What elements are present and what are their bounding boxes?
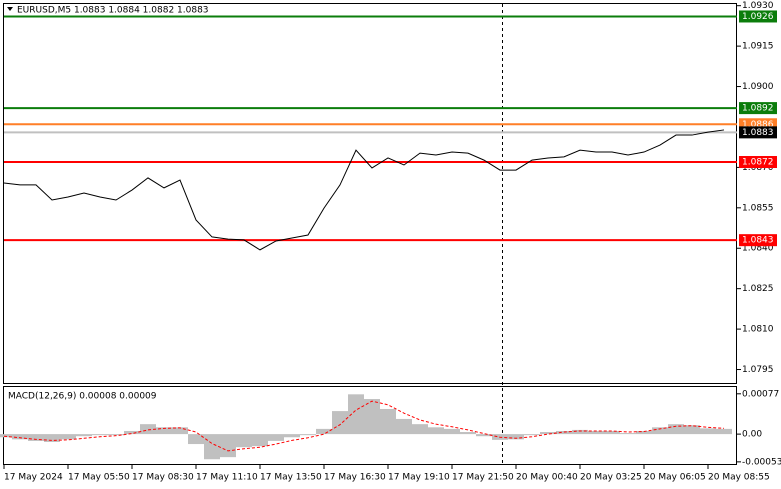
- signal-line: [3, 400, 725, 452]
- histogram-bar: [396, 418, 412, 435]
- y-tick-label: 1.0855: [742, 203, 774, 213]
- x-tick-label: 17 May 13:50: [260, 473, 322, 483]
- histogram-bar: [284, 434, 300, 438]
- y-tick-label: 1.0915: [742, 42, 774, 52]
- histogram-bar: [140, 424, 156, 435]
- histogram-bar: [76, 434, 92, 437]
- macd-frame: [3, 386, 737, 465]
- histogram-bar: [508, 434, 524, 440]
- x-tick-label: 20 May 08:55: [708, 473, 770, 483]
- y-tick-label: 0.00077: [742, 389, 779, 399]
- histogram-bar: [92, 434, 108, 436]
- price-frame: [3, 3, 737, 384]
- histogram-bar: [348, 394, 364, 435]
- x-tick-label: 20 May 06:05: [644, 473, 706, 483]
- histogram-bar: [524, 434, 540, 436]
- histogram-bar: [300, 434, 316, 436]
- level-label-box: [739, 126, 777, 139]
- level-label-box: [739, 10, 777, 23]
- histogram-bar: [460, 432, 476, 435]
- macd-title: MACD(12,26,9) 0.00008 0.00009: [8, 392, 157, 402]
- x-tick-label: 17 May 2024: [4, 473, 63, 483]
- histogram-bar: [0, 434, 12, 438]
- histogram-bar: [636, 430, 652, 435]
- histogram-bar: [236, 434, 252, 448]
- histogram-bar: [28, 434, 44, 441]
- histogram-bar: [156, 427, 172, 435]
- y-tick-label: 1.0795: [742, 365, 774, 375]
- histogram-bar: [700, 428, 716, 435]
- histogram-bar: [44, 434, 60, 442]
- price-title: EURUSD,M5 1.0883 1.0884 1.0882 1.0883: [17, 6, 209, 16]
- histogram-bar: [652, 427, 668, 435]
- level-label: 1.0892: [742, 104, 774, 114]
- x-tick-label: 20 May 03:25: [580, 473, 642, 483]
- histogram-bar: [12, 434, 28, 440]
- histogram-bar: [204, 434, 220, 460]
- x-tick-label: 17 May 08:30: [132, 473, 194, 483]
- histogram-bar: [252, 434, 268, 447]
- level-label: 1.0926: [742, 12, 774, 22]
- histogram-bar: [716, 428, 732, 435]
- histogram-bar: [540, 432, 556, 435]
- histogram-bar: [412, 424, 428, 435]
- price-line: [3, 129, 725, 251]
- histogram-bar: [316, 428, 332, 435]
- histogram-bar: [332, 411, 348, 435]
- x-tick-label: 17 May 05:50: [68, 473, 130, 483]
- y-tick-label: 0.00: [742, 430, 762, 440]
- histogram-bar: [684, 425, 700, 435]
- histogram-bar: [572, 429, 588, 435]
- y-tick-label: 1.0840: [742, 244, 774, 254]
- level-label: 1.0883: [742, 128, 774, 138]
- y-tick-label: 1.0900: [742, 82, 774, 92]
- x-tick-label: 17 May 19:10: [388, 473, 450, 483]
- y-tick-label: 1.0930: [742, 1, 774, 11]
- level-label: 1.0872: [742, 158, 774, 168]
- level-label: 1.0886: [742, 120, 774, 130]
- histogram-bar: [668, 424, 684, 435]
- menu-arrow: [7, 7, 13, 11]
- histogram-bar: [268, 434, 284, 441]
- histogram-bar: [588, 430, 604, 435]
- histogram-bar: [556, 430, 572, 435]
- histogram-bar: [604, 430, 620, 435]
- x-tick-label: 17 May 11:10: [196, 473, 258, 483]
- histogram-bar: [220, 434, 236, 458]
- histogram-bar: [60, 434, 76, 440]
- level-label: 1.0843: [742, 236, 774, 246]
- histogram-bar: [380, 408, 396, 435]
- histogram-bar: [172, 427, 188, 435]
- level-label-box: [739, 156, 777, 169]
- y-tick-label: 1.0810: [742, 325, 774, 335]
- histogram-bar: [428, 427, 444, 435]
- histogram-bar: [124, 430, 140, 435]
- level-label-box: [739, 102, 777, 115]
- y-tick-label: 1.0825: [742, 284, 774, 294]
- y-tick-label: -0.00053: [742, 457, 781, 467]
- histogram-bar: [444, 428, 460, 435]
- histogram-bar: [364, 399, 380, 435]
- histogram-bar: [108, 434, 124, 436]
- x-tick-label: 17 May 21:50: [452, 473, 514, 483]
- x-tick-label: 17 May 16:30: [324, 473, 386, 483]
- histogram-bar: [620, 433, 636, 435]
- histogram-bar: [188, 434, 204, 445]
- histogram-bar: [476, 434, 492, 437]
- level-label-box: [739, 234, 777, 247]
- x-tick-label: 20 May 00:40: [516, 473, 578, 483]
